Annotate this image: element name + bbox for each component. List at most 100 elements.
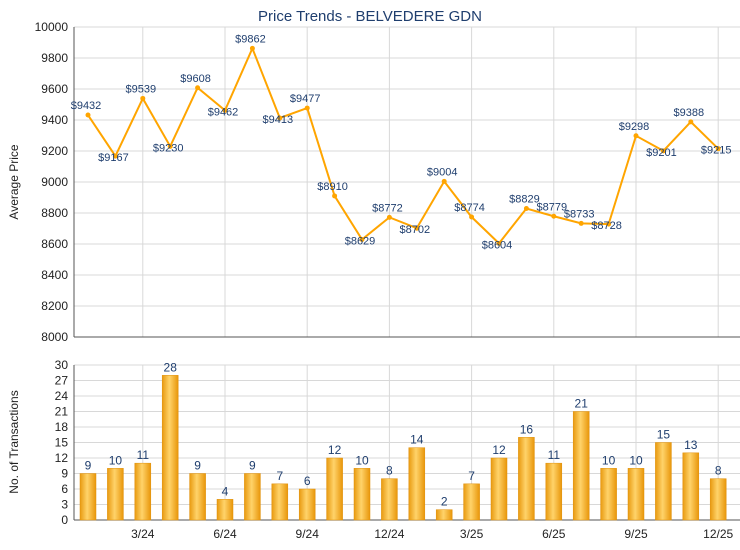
bar-data-label: 2 [441,495,448,509]
bar-data-label: 8 [715,464,722,478]
transaction-bar [545,462,563,521]
y-tick-label: 30 [55,358,69,372]
price-data-label: $9230 [153,142,184,154]
y-tick-label: 8600 [41,237,68,251]
bar-data-label: 9 [194,459,201,473]
bar-data-label: 7 [468,469,475,483]
transaction-bar [709,478,727,521]
price-data-label: $8779 [537,201,568,213]
transaction-bar [655,442,672,521]
price-data-label: $9539 [126,83,157,95]
price-data-label: $8772 [372,202,403,214]
transaction-bar [518,437,535,521]
bar-data-label: 10 [629,453,643,467]
price-data-label: $9215 [701,145,732,157]
x-tick-label: 12/24 [374,527,404,541]
price-point [332,193,338,199]
price-data-label: $8728 [591,220,622,232]
x-tick-label: 6/25 [542,527,566,541]
x-tick-label: 3/25 [460,527,484,541]
y-tick-label: 9600 [41,82,68,96]
price-point [551,213,557,219]
transaction-bar [408,447,426,521]
y-tick-label: 3 [61,498,68,512]
y-tick-label: 27 [55,374,69,388]
bar-data-label: 11 [137,448,150,462]
bar-data-label: 4 [222,484,229,498]
y-tick-label: 24 [55,389,69,403]
price-data-label: $9432 [71,100,102,112]
x-tick-label: 12/25 [703,527,733,541]
transaction-bar [463,483,480,521]
price-point [469,214,475,220]
bar-data-label: 8 [386,464,393,478]
price-point [523,206,529,212]
bar-data-label: 6 [304,474,311,488]
price-point [386,214,392,220]
y-tick-label: 10000 [35,20,69,34]
bar-data-label: 21 [575,397,589,411]
transaction-bar [271,483,289,521]
bar-data-label: 7 [276,469,283,483]
transaction-bar [79,473,97,521]
price-data-label: $8774 [454,202,485,214]
price-point [715,146,721,152]
bar-data-label: 10 [355,453,369,467]
y-tick-label: 9400 [41,113,68,127]
x-tick-label: 9/24 [296,527,320,541]
transaction-bar [189,473,206,521]
x-tick-label: 9/25 [624,527,648,541]
transaction-bar [435,509,453,521]
bar-data-label: 11 [548,448,561,462]
price-data-label: $9201 [646,147,677,159]
transaction-bar [682,452,700,521]
bar-data-label: 13 [684,438,698,452]
price-point [496,240,502,246]
y-tick-label: 0 [61,513,68,527]
price-data-label: $9462 [208,106,239,118]
transaction-bar [572,411,590,521]
price-data-label: $9862 [235,33,266,45]
price-point [578,220,584,226]
price-data-label: $9298 [619,121,650,133]
transaction-bar [298,488,316,521]
price-data-label: $9388 [674,107,705,119]
y-tick-label: 12 [55,451,69,465]
price-point [660,148,666,154]
y-tick-label: 9000 [41,175,68,189]
price-data-label: $9167 [98,152,129,164]
y-tick-label: 15 [55,436,69,450]
price-point [359,237,365,243]
bar-data-label: 9 [249,459,256,473]
bar-data-label: 15 [657,428,671,442]
y-tick-label: 6 [61,482,68,496]
y-tick-label: 8200 [41,299,68,313]
y-tick-label: 9200 [41,144,68,158]
price-point [140,95,146,101]
chart-title: Price Trends - BELVEDERE GDN [258,8,482,25]
bar-data-label: 10 [602,453,616,467]
price-point [112,153,118,159]
price-data-label: $8702 [400,224,431,236]
y-tick-label: 18 [55,420,69,434]
transaction-bar [326,457,343,521]
transaction-bar [134,462,152,521]
price-data-label: $9004 [427,166,458,178]
transaction-bar [381,478,398,521]
bar-data-label: 28 [164,360,178,374]
transaction-bar [627,468,645,521]
y-tick-label: 21 [55,405,69,419]
transaction-bar [490,457,508,521]
price-data-label: $8910 [317,181,348,193]
transaction-bar [107,468,124,521]
transaction-bar [161,375,179,521]
transaction-bar [600,468,617,521]
y-tick-label: 8000 [41,330,68,344]
price-point [85,112,91,118]
price-data-label: $8629 [345,236,376,248]
transaction-bar [244,473,261,521]
bar-data-label: 16 [520,422,534,436]
price-point [633,133,639,139]
y-tick-label: 8400 [41,268,68,282]
